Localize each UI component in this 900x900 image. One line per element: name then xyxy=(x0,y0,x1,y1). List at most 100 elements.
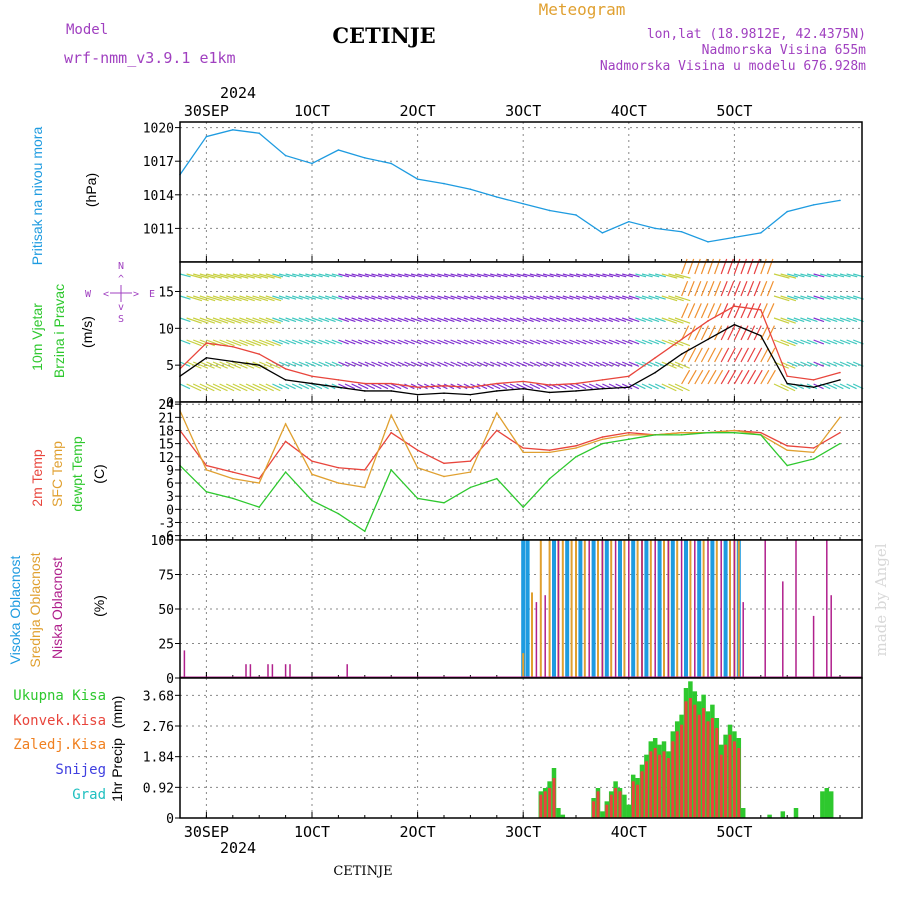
y-tick-label: 1011 xyxy=(143,222,174,237)
wind-arrow xyxy=(733,303,742,319)
legend-grid: Zaledj.Kisa xyxy=(13,737,106,753)
wind-arrow xyxy=(615,317,627,323)
bar-precip-1 xyxy=(644,761,648,818)
wind-arrow xyxy=(674,361,690,369)
wind-arrow xyxy=(179,273,191,278)
wind-arrow xyxy=(628,295,640,300)
wind-arrow xyxy=(496,273,508,278)
y-tick-label: 0.92 xyxy=(143,781,174,796)
wind-arrow xyxy=(245,339,262,347)
wind-arrow xyxy=(608,339,620,345)
wind-arrow xyxy=(357,383,369,390)
wind-arrow xyxy=(496,295,508,300)
wind-arrow xyxy=(490,295,501,300)
wind-arrow xyxy=(503,383,514,390)
series-point xyxy=(786,375,788,378)
wind-arrow xyxy=(252,339,268,347)
wind-arrow xyxy=(569,295,581,300)
wind-arrow xyxy=(648,295,660,300)
wind-arrow xyxy=(219,339,235,347)
wind-arrow xyxy=(819,339,831,345)
wind-arrow xyxy=(503,317,514,323)
wind-arrow xyxy=(516,317,528,323)
wind-arrow xyxy=(291,383,303,390)
series-point xyxy=(733,236,736,239)
station-title: CETINJE xyxy=(332,23,435,48)
bar-precip-1 xyxy=(640,771,644,818)
series-point xyxy=(443,384,445,387)
bar-precip-0 xyxy=(556,808,561,818)
wind-arrow xyxy=(542,295,554,300)
wind-arrow xyxy=(562,339,574,345)
wind-arrow xyxy=(397,361,409,367)
wind-arrow xyxy=(424,273,435,278)
wind-arrow xyxy=(509,273,521,278)
bar-cloud-2 xyxy=(667,540,670,678)
series-point xyxy=(364,486,366,489)
model-name: wrf-nmm_v3.9.1 e1km xyxy=(64,49,236,67)
wind-arrow xyxy=(714,280,722,297)
wind-arrow xyxy=(648,317,660,323)
wind-arrow xyxy=(239,339,255,347)
y-tick-label: 24 xyxy=(158,398,174,413)
wind-arrow xyxy=(569,383,580,390)
wind-arrow xyxy=(589,295,600,300)
series-point xyxy=(839,442,841,445)
wind-arrow xyxy=(516,273,528,278)
wind-arrow xyxy=(371,339,382,345)
wind-arrow xyxy=(291,361,303,367)
bar-precip-1 xyxy=(666,758,670,818)
y-tick-label: 10 xyxy=(158,322,174,337)
wind-arrow xyxy=(694,347,703,363)
wind-arrow xyxy=(278,383,290,390)
series-point xyxy=(416,449,419,451)
wind-arrow xyxy=(622,273,633,278)
wind-arrow xyxy=(523,273,534,278)
compass-e: E xyxy=(149,289,155,300)
wind-arrow xyxy=(582,295,594,300)
precip-legend: Ukupna Kisa Konvek.Kisa Zaledj.Kisa Snij… xyxy=(13,688,106,803)
series-point xyxy=(786,445,788,447)
wind-arrow xyxy=(364,383,376,390)
y-tick-label: 1014 xyxy=(143,189,174,204)
y-tick-label: 0 xyxy=(166,672,174,687)
wind-arrow xyxy=(608,361,620,367)
wind-arrow xyxy=(239,295,255,302)
wind-arrow xyxy=(826,361,838,367)
wind-arrow xyxy=(582,339,594,345)
wind-arrow xyxy=(285,383,296,390)
wind-arrow xyxy=(390,361,402,367)
wind-arrow xyxy=(800,273,812,278)
bar-precip-1 xyxy=(688,698,692,818)
series-point xyxy=(284,440,287,443)
wind-arrow xyxy=(298,273,310,278)
bar-precip-1 xyxy=(658,754,662,818)
wind-arrow xyxy=(733,347,743,363)
wind-arrow xyxy=(338,273,350,278)
series-point xyxy=(364,382,366,385)
wind-arrow xyxy=(846,383,857,390)
wind-arrow xyxy=(668,317,684,324)
series-point xyxy=(205,464,208,467)
wind-arrow xyxy=(700,369,710,385)
bar-precip-1 xyxy=(693,704,697,818)
wind-arrow xyxy=(582,361,593,367)
wind-arrow xyxy=(496,317,508,323)
series-point xyxy=(284,154,287,157)
wind-arrow xyxy=(569,273,581,278)
bar-precip-0 xyxy=(767,814,772,818)
wind-arrow xyxy=(661,273,678,279)
wind-arrow xyxy=(430,317,442,323)
bottom-tick-label: 5OCT xyxy=(716,823,752,841)
wind-arrow xyxy=(602,339,613,345)
wind-arrow xyxy=(766,280,774,297)
wind-arrow xyxy=(265,383,281,392)
wind-arrow xyxy=(562,295,574,300)
wind-arrow xyxy=(549,295,561,300)
wind-arrow xyxy=(846,361,857,367)
wind-arrow xyxy=(226,295,242,302)
series-point xyxy=(443,501,445,504)
top-tick-label: 1OCT xyxy=(294,102,330,120)
compass-w: W xyxy=(85,289,92,300)
wind-arrow xyxy=(496,339,508,345)
